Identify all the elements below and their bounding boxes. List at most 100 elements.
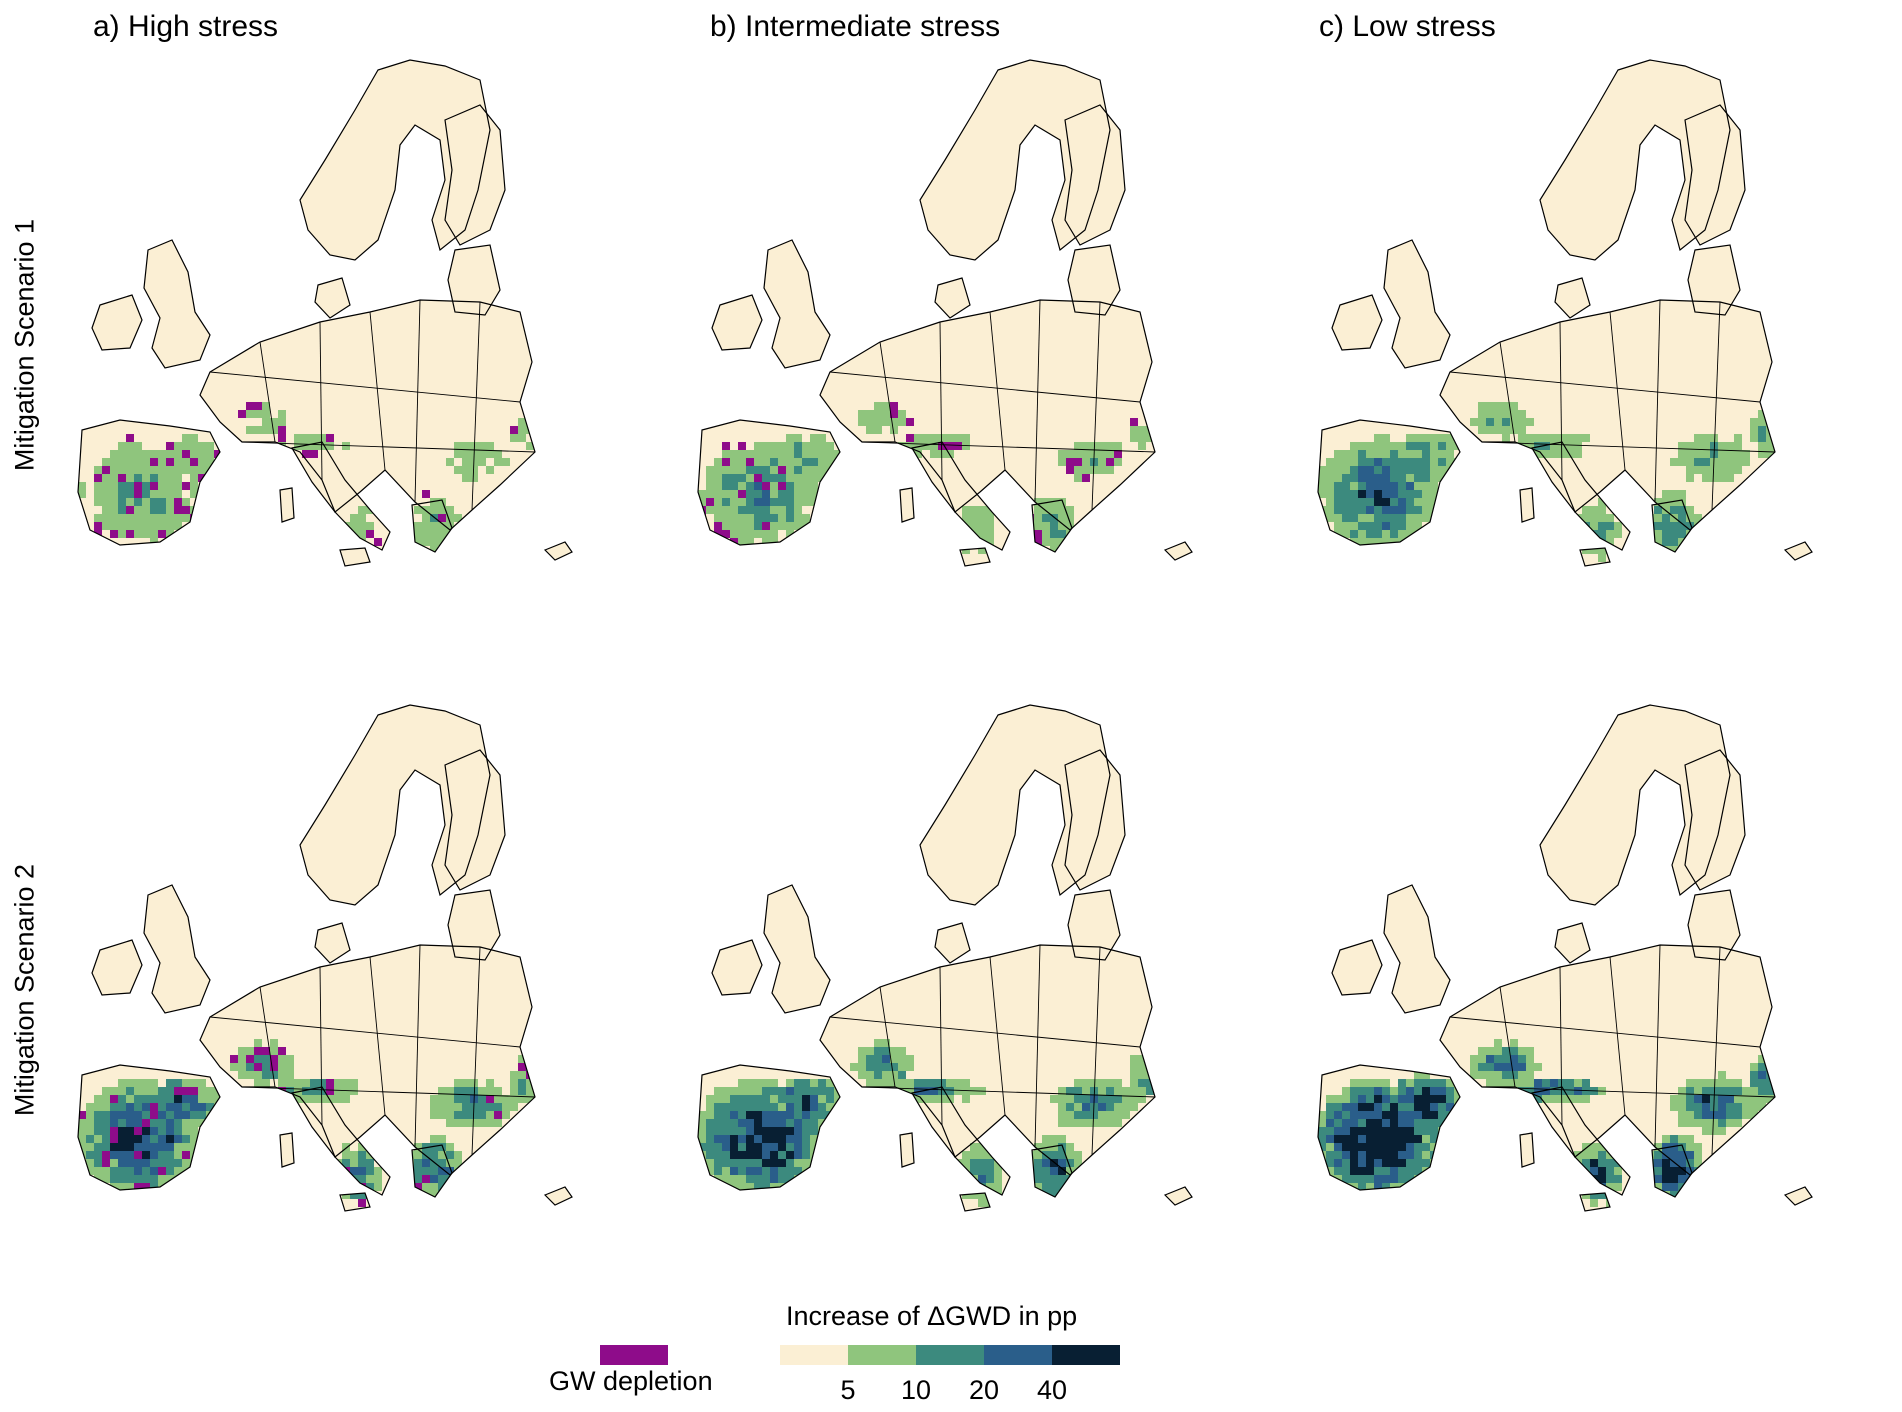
grid-cell xyxy=(1582,1143,1590,1151)
grid-cell xyxy=(1074,1175,1082,1183)
land-scandinavia xyxy=(1540,60,1730,260)
grid-cell xyxy=(1574,434,1582,442)
grid-cell xyxy=(158,1135,166,1143)
grid-cell xyxy=(730,1175,738,1183)
grid-cell xyxy=(690,1143,698,1151)
grid-cell xyxy=(94,466,102,474)
grid-cell xyxy=(754,1095,762,1103)
grid-cell xyxy=(1042,1143,1050,1151)
grid-cell xyxy=(446,1111,454,1119)
grid-cell xyxy=(882,1055,890,1063)
grid-cell xyxy=(1702,1103,1710,1111)
grid-cell xyxy=(762,1183,770,1191)
grid-cell xyxy=(786,1103,794,1111)
grid-cell xyxy=(1382,530,1390,538)
grid-cell xyxy=(1582,1175,1590,1183)
grid-cell xyxy=(174,1127,182,1135)
grid-cell xyxy=(198,450,206,458)
grid-cell xyxy=(714,1135,722,1143)
grid-cell xyxy=(706,1167,714,1175)
grid-cell xyxy=(1414,450,1422,458)
grid-cell xyxy=(1718,1087,1726,1095)
grid-cell xyxy=(358,514,366,522)
grid-cell xyxy=(158,466,166,474)
grid-cell xyxy=(786,498,794,506)
grid-cell xyxy=(414,506,422,514)
grid-cell xyxy=(1358,530,1366,538)
grid-cell xyxy=(1414,434,1422,442)
grid-cell xyxy=(150,1143,158,1151)
grid-cell xyxy=(254,1039,262,1047)
grid-cell xyxy=(134,1191,142,1199)
grid-cell xyxy=(882,402,890,410)
grid-cell xyxy=(1726,1111,1734,1119)
grid-cell xyxy=(1366,466,1374,474)
grid-cell xyxy=(310,442,318,450)
grid-cell xyxy=(118,490,126,498)
grid-cell xyxy=(1406,466,1414,474)
grid-cell xyxy=(1646,522,1654,530)
grid-cell xyxy=(470,1111,478,1119)
grid-cell xyxy=(1390,1151,1398,1159)
grid-cell xyxy=(770,506,778,514)
grid-cell xyxy=(730,514,738,522)
grid-cell xyxy=(778,522,786,530)
legend-class-swatch-5 xyxy=(1052,1345,1120,1365)
grid-cell xyxy=(254,1071,262,1079)
grid-cell xyxy=(190,1103,198,1111)
grid-cell xyxy=(1050,1183,1058,1191)
grid-cell xyxy=(1066,1183,1074,1191)
grid-cell xyxy=(158,1151,166,1159)
grid-cell xyxy=(142,1119,150,1127)
grid-cell xyxy=(446,1087,454,1095)
grid-cell xyxy=(1342,1143,1350,1151)
grid-cell xyxy=(262,1055,270,1063)
grid-cell xyxy=(1534,1087,1542,1095)
grid-cell xyxy=(874,1071,882,1079)
grid-cell xyxy=(706,1111,714,1119)
grid-cell xyxy=(1718,1103,1726,1111)
grid-cell xyxy=(214,1111,222,1119)
grid-cell xyxy=(270,1055,278,1063)
grid-cell xyxy=(778,506,786,514)
grid-cell xyxy=(858,1071,866,1079)
grid-cell xyxy=(1366,506,1374,514)
border-baltics xyxy=(447,244,501,316)
grid-cell xyxy=(1342,1103,1350,1111)
grid-cell xyxy=(1042,1159,1050,1167)
grid-cell xyxy=(1374,1159,1382,1167)
grid-cell xyxy=(182,1143,190,1151)
grid-cell xyxy=(1686,458,1694,466)
grid-cell xyxy=(762,482,770,490)
grid-cell xyxy=(1042,506,1050,514)
grid-cell xyxy=(1358,490,1366,498)
grid-cell xyxy=(1106,450,1114,458)
border-baltics xyxy=(1687,889,1741,961)
grid-cell xyxy=(1734,458,1742,466)
grid-cell xyxy=(134,1175,142,1183)
grid-cell xyxy=(986,1175,994,1183)
grid-cell xyxy=(158,450,166,458)
grid-cell xyxy=(1582,1159,1590,1167)
grid-cell xyxy=(118,1079,126,1087)
grid-cell xyxy=(1034,1167,1042,1175)
grid-cell xyxy=(1334,1103,1342,1111)
grid-cell xyxy=(526,1079,534,1087)
grid-cell xyxy=(1326,498,1334,506)
grid-cell xyxy=(1590,1183,1598,1191)
grid-cell xyxy=(1406,1159,1414,1167)
grid-cell xyxy=(430,522,438,530)
grid-cell xyxy=(1718,1119,1726,1127)
grid-cell xyxy=(134,1127,142,1135)
grid-cell xyxy=(1518,418,1526,426)
grid-cell xyxy=(1414,498,1422,506)
grid-cell xyxy=(1058,1119,1066,1127)
grid-cell xyxy=(118,1119,126,1127)
grid-cell xyxy=(1398,522,1406,530)
grid-cell xyxy=(730,498,738,506)
grid-cell xyxy=(1042,522,1050,530)
grid-cell xyxy=(1098,1087,1106,1095)
grid-cell xyxy=(1034,1143,1042,1151)
grid-cell xyxy=(738,1143,746,1151)
grid-cell xyxy=(1678,514,1686,522)
